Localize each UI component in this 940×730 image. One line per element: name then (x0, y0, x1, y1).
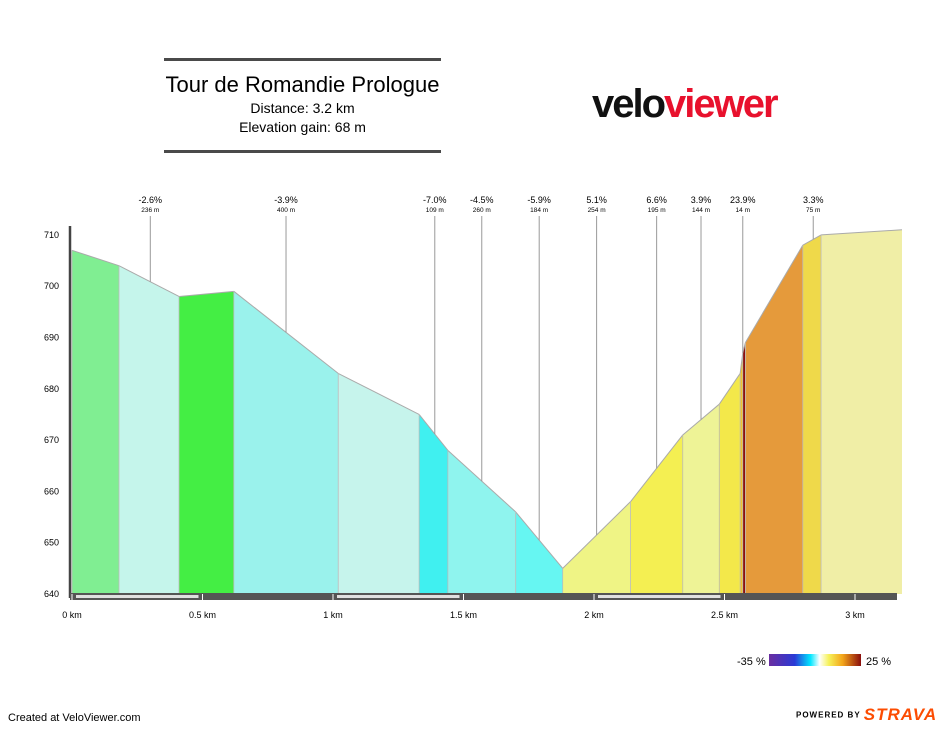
profile-segment (447, 450, 516, 594)
annotation-length: 236 m (141, 207, 159, 214)
profile-segment (179, 291, 234, 594)
annotation-length: 195 m (648, 207, 666, 214)
legend-max-label: 25 % (866, 656, 891, 668)
profile-segment (338, 373, 420, 594)
profile-edge (337, 372, 420, 415)
profile-edge (802, 234, 822, 246)
annotation-grade: 5.1% (586, 195, 607, 205)
profile-segment (719, 373, 741, 594)
logo-viewer-text: viewer (664, 82, 779, 126)
x-tick-label: 2 km (584, 610, 604, 620)
profile-edge (821, 229, 903, 236)
annotation-grade: -2.6% (139, 195, 163, 205)
powered-by-label: POWERED BY (796, 710, 861, 720)
profile-segment (740, 352, 743, 594)
profile-segment (802, 234, 822, 594)
x-tick-label: 2.5 km (711, 610, 738, 620)
profile-segment (821, 229, 902, 594)
x-tick-label: 1.5 km (450, 610, 477, 620)
y-tick-label: 670 (44, 435, 59, 445)
profile-edge (118, 265, 180, 297)
profile-segment (419, 414, 448, 594)
profile-segment (515, 511, 563, 594)
profile-edge (739, 352, 744, 374)
annotation-length: 184 m (530, 207, 548, 214)
x-axis-band (337, 595, 460, 598)
x-axis-band (598, 595, 721, 598)
profile-segment (72, 250, 119, 595)
annotation-length: 75 m (806, 207, 820, 214)
title-top-rule (164, 58, 441, 61)
y-tick-label: 710 (44, 230, 59, 240)
annotation-length: 14 m (736, 207, 750, 214)
profile-edge (682, 403, 720, 436)
powered-by-strava: POWERED BY STRAVA (796, 705, 937, 725)
annotation-grade: -3.9% (274, 195, 298, 205)
created-at-label: Created at VeloViewer.com (8, 712, 141, 724)
profile-segment (118, 265, 180, 594)
profile-segment (233, 291, 339, 594)
annotation-length: 254 m (588, 207, 606, 214)
profile-edge (71, 249, 120, 267)
profile-segment (682, 404, 720, 594)
y-tick-label: 650 (44, 538, 59, 548)
annotation-grade: -7.0% (423, 195, 447, 205)
profile-segment (745, 245, 803, 594)
distance-label: Distance: 3.2 km (250, 100, 355, 116)
logo-velo-text: velo (592, 82, 666, 126)
annotation-grade: 3.9% (691, 195, 712, 205)
annotation-grade: -4.5% (470, 195, 494, 205)
veloviewer-logo: veloviewer (592, 82, 779, 127)
profile-edge (718, 373, 741, 405)
legend-min-label: -35 % (737, 656, 766, 668)
legend-gradient-bar (769, 654, 861, 666)
title-bottom-rule (164, 150, 441, 153)
profile-edge (178, 290, 234, 297)
annotation-grade: -5.9% (527, 195, 551, 205)
annotation-grade: 3.3% (803, 195, 824, 205)
annotation-grade: 23.9% (730, 195, 756, 205)
annotation-grade: 6.6% (646, 195, 667, 205)
y-tick-label: 690 (44, 333, 59, 343)
x-tick-label: 0 km (62, 610, 82, 620)
x-axis-bar (70, 593, 897, 600)
profile-segment (562, 501, 631, 594)
profile-segment (630, 434, 683, 594)
profile-segment (742, 342, 746, 594)
annotation-length: 400 m (277, 207, 295, 214)
annotation-length: 109 m (426, 207, 444, 214)
y-tick-label: 660 (44, 486, 59, 496)
elevation-gain-label: Elevation gain: 68 m (239, 119, 366, 135)
x-axis-band (76, 595, 199, 598)
x-tick-label: 1 km (323, 610, 343, 620)
y-tick-label: 700 (44, 281, 59, 291)
y-tick-label: 640 (44, 589, 59, 599)
page-title: Tour de Romandie Prologue (165, 72, 440, 97)
y-tick-label: 680 (44, 384, 59, 394)
annotation-length: 260 m (473, 207, 491, 214)
annotation-length: 144 m (692, 207, 710, 214)
strava-logo: STRAVA (863, 705, 938, 724)
x-tick-label: 0.5 km (189, 610, 216, 620)
profile-edge (744, 244, 804, 343)
x-tick-label: 3 km (845, 610, 865, 620)
title-box: Tour de Romandie Prologue Distance: 3.2 … (164, 58, 441, 154)
profile-edge (418, 414, 449, 451)
